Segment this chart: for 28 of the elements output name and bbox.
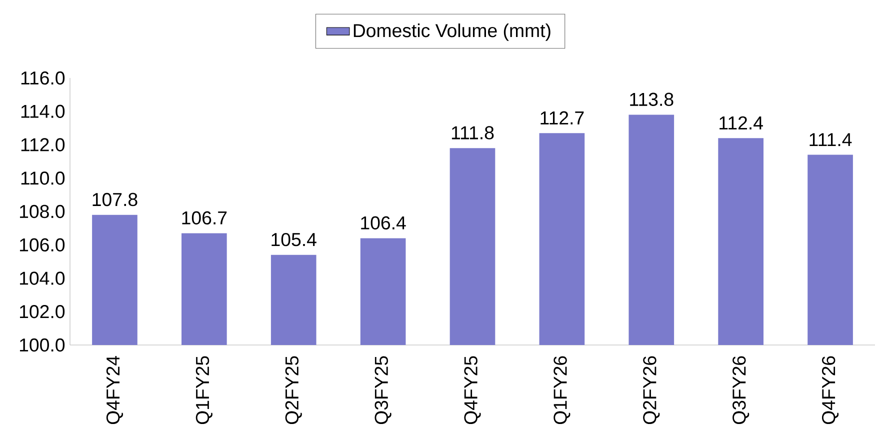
data-label: 105.4 [272,232,316,246]
data-label: 112.4 [720,116,763,130]
x-tick-label: Q1FY26 [554,356,570,424]
x-tick-label: Q4FY26 [822,356,839,424]
y-tick-label: 102.0 [20,305,65,318]
y-tick-label: 116.0 [21,71,65,85]
data-label: 106.7 [182,211,227,224]
x-tick-label: Q2FY26 [643,356,660,424]
y-tick-label: 108.0 [20,204,65,218]
data-label: 106.4 [361,216,406,230]
x-tick-label: Q4FY24 [106,356,124,424]
data-label: 107.8 [92,192,138,206]
data-label: 113.8 [630,92,674,106]
y-tick-label: 114.0 [21,104,65,118]
x-tick-label: Q2FY25 [285,356,302,424]
legend-label: Domestic Volume (mmt) [354,24,550,41]
data-label: 111.8 [452,126,494,140]
y-tick-label: 112.0 [21,138,65,152]
x-tick-label: Q1FY25 [196,356,212,424]
x-tick-label: Q4FY25 [464,356,481,424]
y-tick-label: 104.0 [20,272,65,285]
data-label: 111.4 [810,133,852,146]
x-tick-label: Q3FY26 [732,356,750,424]
y-tick-label: 100.0 [20,338,65,352]
x-tick-label: Q3FY25 [374,356,392,424]
y-tick-label: 110.0 [21,172,65,185]
y-tick-label: 106.0 [20,238,65,252]
data-label: 112.7 [540,111,584,124]
